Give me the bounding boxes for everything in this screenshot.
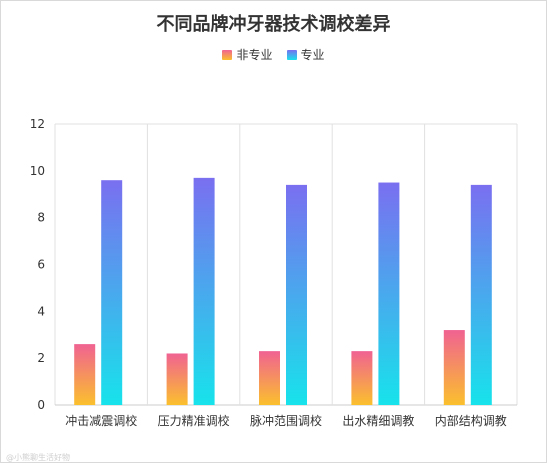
y-tick-label: 2 [37,351,45,365]
chart-title: 不同品牌冲牙器技术调校差异 [156,14,391,35]
bar-nonpro-2[interactable] [259,351,280,405]
bar-nonpro-4[interactable] [443,330,465,405]
bar-pro-1[interactable] [193,177,215,405]
x-tick-label: 脉冲范围调校 [250,413,322,428]
legend-label-nonpro: 非专业 [236,48,273,62]
legend-item-pro[interactable]: 专业 [286,46,325,63]
chart-legend: 非专业 专业 [0,46,547,63]
legend-label-pro: 专业 [300,48,325,62]
y-tick-label: 10 [30,164,45,178]
bar-pro-2[interactable] [286,184,307,405]
x-tick-label: 冲击减震调校 [65,413,137,428]
legend-item-nonpro[interactable]: 非专业 [222,46,273,63]
x-tick-label: 压力精准调校 [158,413,230,428]
y-tick-label: 8 [37,211,45,225]
bar-nonpro-0[interactable] [74,344,96,405]
bar-nonpro-3[interactable] [351,351,373,405]
x-tick-label: 出水精细调教 [342,413,414,428]
bar-pro-0[interactable] [101,180,123,405]
legend-swatch-nonpro [222,49,233,60]
y-tick-label: 4 [37,304,45,318]
y-tick-label: 0 [37,398,45,412]
bar-nonpro-1[interactable] [166,353,188,405]
y-tick-label: 12 [30,117,45,131]
y-tick-label: 6 [37,258,45,272]
bar-pro-4[interactable] [470,184,492,405]
x-tick-label: 内部结构调教 [435,413,507,428]
bar-pro-3[interactable] [378,182,400,405]
legend-swatch-pro [286,49,297,60]
watermark: @小熊聊生活好物 [6,453,70,462]
